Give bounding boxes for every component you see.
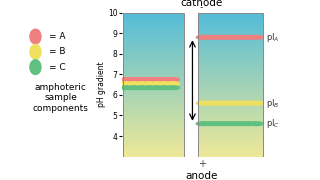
Circle shape: [212, 35, 225, 39]
Circle shape: [158, 86, 172, 89]
Circle shape: [219, 122, 233, 125]
Circle shape: [166, 86, 180, 89]
Circle shape: [128, 86, 141, 89]
Circle shape: [204, 35, 218, 39]
Circle shape: [30, 44, 41, 59]
Circle shape: [250, 122, 263, 125]
Text: = A: = A: [49, 32, 66, 41]
Circle shape: [135, 82, 149, 85]
Bar: [198, 13, 262, 157]
Circle shape: [128, 82, 141, 85]
Circle shape: [143, 82, 157, 85]
Text: pI$_B$: pI$_B$: [266, 97, 279, 110]
Circle shape: [166, 78, 180, 81]
Text: +: +: [198, 159, 206, 170]
Circle shape: [234, 122, 248, 125]
Circle shape: [212, 101, 225, 105]
Circle shape: [242, 101, 256, 105]
Circle shape: [150, 82, 164, 85]
Circle shape: [227, 35, 240, 39]
Circle shape: [204, 101, 218, 105]
Circle shape: [120, 78, 134, 81]
Circle shape: [30, 29, 41, 44]
Circle shape: [212, 122, 225, 125]
Circle shape: [158, 82, 172, 85]
Bar: [123, 13, 184, 157]
Text: anode: anode: [185, 171, 218, 180]
Circle shape: [227, 101, 240, 105]
Circle shape: [30, 60, 41, 75]
Circle shape: [166, 82, 180, 85]
Text: = B: = B: [49, 47, 66, 56]
Circle shape: [143, 78, 157, 81]
Circle shape: [158, 78, 172, 81]
Circle shape: [250, 35, 263, 39]
Circle shape: [135, 78, 149, 81]
Circle shape: [196, 101, 210, 105]
Circle shape: [227, 122, 240, 125]
Circle shape: [150, 86, 164, 89]
Circle shape: [120, 82, 134, 85]
Circle shape: [242, 35, 256, 39]
Circle shape: [128, 78, 141, 81]
Text: cathode: cathode: [180, 0, 223, 8]
Circle shape: [204, 122, 218, 125]
Circle shape: [196, 122, 210, 125]
Circle shape: [219, 101, 233, 105]
Text: -: -: [200, 2, 203, 12]
Circle shape: [135, 86, 149, 89]
Circle shape: [150, 78, 164, 81]
Circle shape: [196, 35, 210, 39]
Text: pI$_C$: pI$_C$: [266, 117, 280, 130]
Y-axis label: pH gradient: pH gradient: [97, 62, 107, 107]
Text: = C: = C: [49, 63, 66, 72]
Circle shape: [120, 86, 134, 89]
Circle shape: [242, 122, 256, 125]
Text: amphoteric
sample
components: amphoteric sample components: [33, 83, 89, 113]
Text: pI$_A$: pI$_A$: [266, 31, 279, 44]
Circle shape: [234, 101, 248, 105]
Circle shape: [250, 101, 263, 105]
Circle shape: [143, 86, 157, 89]
Circle shape: [219, 35, 233, 39]
Circle shape: [234, 35, 248, 39]
